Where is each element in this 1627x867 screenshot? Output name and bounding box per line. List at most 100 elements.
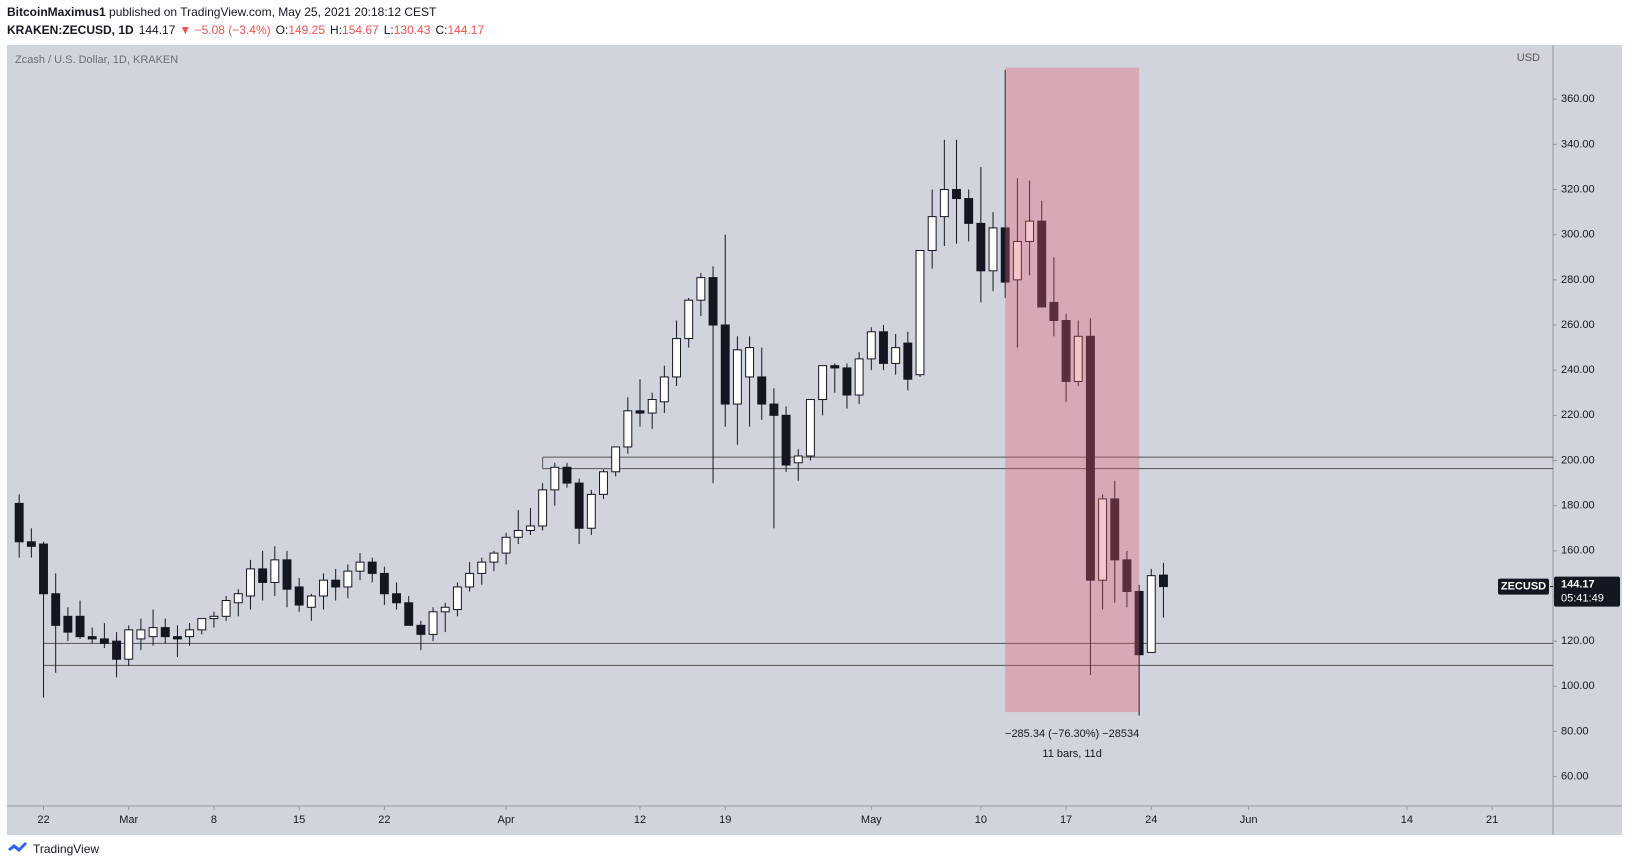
candle-body (367, 561, 377, 574)
candle-body (891, 347, 901, 364)
x-tick-label: 10 (975, 814, 987, 826)
candle-body (830, 365, 840, 369)
price: 144.17 (139, 23, 176, 37)
candle-body (879, 331, 888, 364)
ohlc-value: 144.17 (447, 23, 484, 37)
candle-body (63, 615, 73, 633)
candle-body (209, 615, 219, 620)
x-tick-label: 19 (719, 814, 731, 826)
candle-body (1110, 498, 1120, 561)
y-tick-label: 180.00 (1561, 500, 1595, 512)
candle-body (1159, 574, 1168, 588)
symbol: KRAKEN:ZECUSD, 1D (7, 23, 134, 37)
candle-body (124, 629, 134, 660)
candle-body (489, 552, 499, 563)
candle-body (647, 399, 657, 414)
y-tick-label: 220.00 (1561, 409, 1595, 421)
candle-body (586, 493, 596, 529)
candle-body (355, 561, 365, 572)
candle-body (221, 600, 231, 617)
candle-body (185, 629, 195, 638)
y-tick-label: 60.00 (1561, 771, 1589, 783)
symbol-label: ZECUSD (1501, 580, 1546, 592)
x-tick-label: 17 (1060, 814, 1072, 826)
ohlc-value: 154.67 (342, 23, 379, 37)
y-tick-label: 240.00 (1561, 364, 1595, 376)
measure-sublabel: 11 bars, 11d (1042, 748, 1102, 760)
candle-body (915, 249, 925, 376)
x-tick-label: 24 (1145, 814, 1157, 826)
candle-body (319, 579, 328, 597)
candle-body (404, 602, 414, 626)
candle-body (745, 347, 755, 378)
y-tick-label: 280.00 (1561, 274, 1595, 286)
candle-body (39, 543, 48, 595)
candle-body (1061, 319, 1071, 382)
candle-body (538, 489, 548, 527)
candle-body (1134, 590, 1144, 656)
x-tick-label: Apr (498, 814, 515, 826)
x-tick-label: 14 (1401, 814, 1413, 826)
footer-logo (8, 842, 27, 852)
symbol-line: KRAKEN:ZECUSD, 1D 144.17 ▼ −5.08 (−3.4%) O:… (7, 23, 484, 37)
candle-body (282, 559, 292, 590)
candle-body (331, 579, 341, 588)
y-tick-label: 80.00 (1561, 725, 1589, 737)
candle-body (258, 568, 268, 583)
last-price-label: 144.17 (1561, 578, 1595, 590)
candle-body (87, 636, 97, 640)
candle-body (343, 570, 353, 588)
candle-body (599, 471, 608, 495)
y-tick-label: 120.00 (1561, 635, 1595, 647)
chart-title: Zcash / U.S. Dollar, 1D, KRAKEN (15, 54, 178, 66)
candle-body (75, 615, 85, 638)
candle-body (635, 410, 645, 414)
measure-box (1005, 67, 1140, 713)
y-tick-label: 360.00 (1561, 93, 1595, 105)
candle-body (148, 627, 158, 638)
candle-body (51, 593, 61, 626)
candle-body (939, 189, 949, 218)
symbol-box (1498, 578, 1549, 595)
candle-body (976, 222, 986, 272)
candle-body (805, 399, 815, 457)
candle-body (14, 502, 24, 543)
candle-body (842, 367, 852, 396)
candle-body (927, 216, 937, 251)
candle-body (306, 595, 316, 608)
measure-label: −285.34 (−76.30%) −28534 (1005, 728, 1139, 740)
candle-body (501, 536, 511, 554)
candle-body (379, 572, 389, 595)
candle-body (793, 455, 803, 464)
x-tick-label: Jun (1240, 814, 1258, 826)
x-tick-label: 15 (293, 814, 305, 826)
candle-body (1085, 335, 1095, 581)
candle-body (1025, 220, 1035, 242)
candle-body (903, 342, 913, 380)
y-tick-label: 320.00 (1561, 183, 1595, 195)
x-tick-label: Mar (119, 814, 138, 826)
candle-body (1000, 227, 1010, 283)
candle-body (562, 466, 572, 484)
price-box (1554, 576, 1620, 607)
candle-body (246, 568, 255, 597)
published: published on TradingView.com, May 25, 20… (106, 5, 437, 19)
candle-body (197, 618, 207, 631)
candle-body (732, 349, 742, 405)
y-tick-label: 260.00 (1561, 319, 1595, 331)
y-tick-label: 160.00 (1561, 545, 1595, 557)
candle-body (477, 561, 487, 574)
candle-body (160, 627, 170, 638)
candle-body (672, 338, 681, 378)
candle-body (659, 376, 669, 403)
y-tick-label: 340.00 (1561, 138, 1595, 150)
candle-body (964, 198, 974, 224)
x-tick-label: 21 (1486, 814, 1498, 826)
candle-body (988, 227, 998, 272)
candle-body (781, 414, 791, 466)
candle-body (720, 324, 730, 405)
candle-body (1073, 335, 1083, 382)
candle-body (452, 586, 462, 611)
